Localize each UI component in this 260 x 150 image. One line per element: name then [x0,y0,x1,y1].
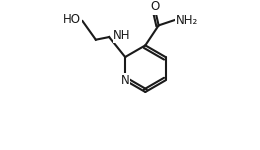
Text: NH: NH [113,29,131,42]
Text: N: N [121,74,129,87]
Text: O: O [150,0,159,13]
Text: HO: HO [63,13,81,26]
Text: NH₂: NH₂ [176,14,198,27]
